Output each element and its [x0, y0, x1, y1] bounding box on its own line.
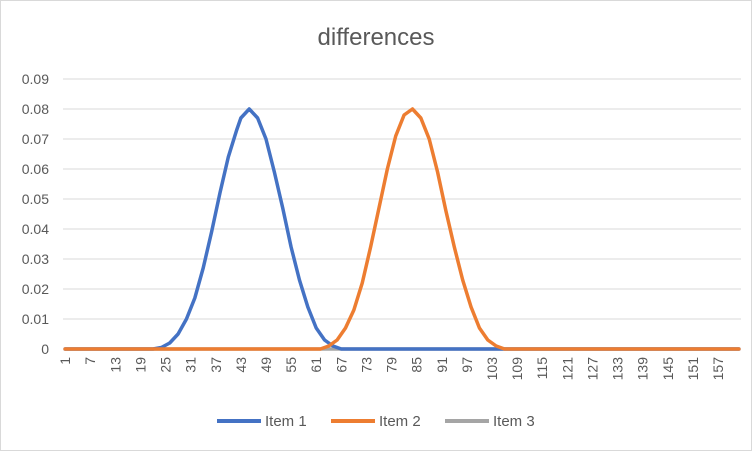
y-tick-label: 0.02: [22, 281, 49, 297]
x-tick-label: 151: [685, 357, 701, 381]
x-tick-label: 13: [107, 357, 123, 373]
y-tick-label: 0.08: [22, 101, 49, 117]
series-line-item-2: [63, 107, 741, 351]
x-tick-label: 1: [57, 357, 73, 365]
y-tick-label: 0.03: [22, 251, 49, 267]
x-tick-label: 139: [635, 357, 651, 381]
y-tick-label: 0.09: [22, 71, 49, 87]
x-tick-label: 73: [358, 357, 374, 373]
legend-label: Item 3: [493, 413, 535, 430]
chart-title: differences: [318, 24, 435, 51]
x-axis-tick-labels: 1 7 13 19 25 31 37 43 49 55 61 67 73 79 85 91 97 103 109 11…: [57, 357, 726, 381]
x-tick-label: 91: [434, 357, 450, 373]
x-tick-label: 31: [183, 357, 199, 373]
y-tick-label: 0.06: [22, 161, 49, 177]
series-line-item-1: [63, 107, 741, 351]
y-tick-label: 0.05: [22, 191, 49, 207]
x-tick-label: 7: [82, 357, 98, 365]
x-tick-label: 61: [308, 357, 324, 373]
series-lines: [63, 107, 741, 351]
x-tick-label: 85: [409, 357, 425, 373]
x-tick-label: 121: [559, 357, 575, 381]
legend-label: Item 1: [265, 413, 307, 430]
x-tick-label: 97: [459, 357, 475, 373]
y-axis-tick-labels: 0 0.01 0.02 0.03 0.04 0.05 0.06 0.07 0.08 0.09: [22, 71, 49, 357]
x-tick-label: 133: [610, 357, 626, 381]
x-tick-label: 109: [509, 357, 525, 381]
gridlines: [63, 78, 741, 320]
x-tick-label: 127: [584, 357, 600, 381]
y-tick-label: 0.01: [22, 311, 49, 327]
x-tick-label: 37: [208, 357, 224, 373]
x-tick-label: 49: [258, 357, 274, 373]
x-tick-label: 79: [384, 357, 400, 373]
x-tick-label: 157: [710, 357, 726, 381]
x-tick-label: 55: [283, 357, 299, 373]
y-tick-label: 0.07: [22, 131, 49, 147]
x-tick-label: 67: [333, 357, 349, 373]
legend-label: Item 2: [379, 413, 421, 430]
x-tick-label: 115: [534, 357, 550, 380]
x-tick-label: 103: [484, 357, 500, 381]
x-tick-label: 145: [660, 357, 676, 381]
y-tick-label: 0: [41, 341, 49, 357]
x-tick-label: 43: [233, 357, 249, 373]
x-tick-label: 25: [158, 357, 174, 373]
x-tick-label: 19: [132, 357, 148, 373]
y-tick-label: 0.04: [22, 221, 49, 237]
legend: Item 1 Item 2 Item 3: [217, 413, 535, 430]
